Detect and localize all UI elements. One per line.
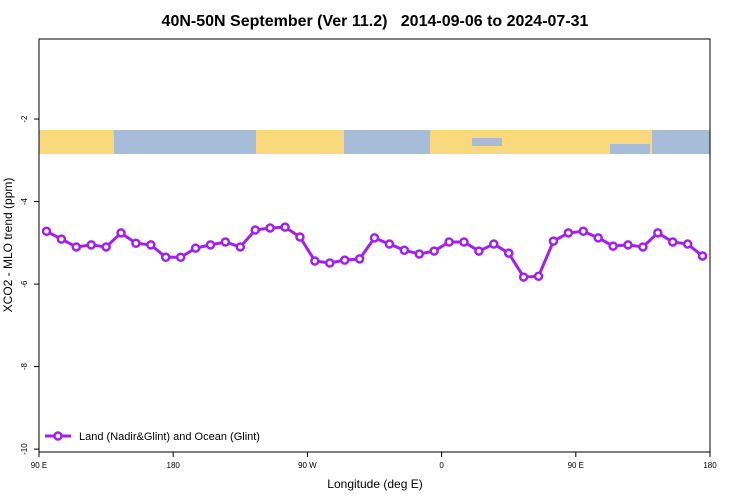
data-point bbox=[310, 256, 320, 266]
data-point bbox=[638, 242, 648, 252]
data-point bbox=[116, 228, 126, 238]
data-point bbox=[682, 239, 693, 249]
data-point bbox=[101, 242, 111, 252]
data-point bbox=[265, 223, 275, 233]
plot-frame bbox=[38, 38, 711, 453]
data-point bbox=[131, 238, 141, 248]
x-tick-label: 180 bbox=[167, 461, 181, 470]
data-point bbox=[503, 248, 514, 258]
data-point bbox=[71, 242, 82, 252]
data-point bbox=[399, 245, 410, 255]
data-point bbox=[220, 237, 231, 247]
data-point bbox=[160, 252, 171, 263]
y-tick-label: -8 bbox=[20, 362, 29, 370]
data-point bbox=[667, 237, 678, 247]
y-tick-label: -2 bbox=[20, 115, 29, 123]
data-point bbox=[41, 226, 52, 237]
data-point bbox=[518, 272, 529, 282]
data-point bbox=[86, 240, 96, 250]
data-point bbox=[175, 252, 186, 263]
data-point bbox=[235, 242, 246, 252]
legend-marker bbox=[53, 431, 63, 441]
data-point bbox=[190, 243, 201, 253]
data-point bbox=[444, 237, 454, 247]
data-point bbox=[384, 239, 395, 249]
x-tick-label: 0 bbox=[439, 461, 444, 470]
y-axis-label: XCO2 - MLO trend (ppm) bbox=[1, 178, 15, 313]
chart-title: 40N-50N September (Ver 11.2) 2014-09-06 … bbox=[162, 13, 589, 30]
data-point bbox=[697, 251, 708, 261]
data-point bbox=[623, 240, 633, 250]
data-point bbox=[474, 246, 484, 256]
x-tick-label: 90 E bbox=[568, 461, 584, 470]
legend-label: Land (Nadir&Glint) and Ocean (Glint) bbox=[79, 431, 260, 443]
data-point bbox=[548, 236, 559, 246]
data-point bbox=[489, 239, 499, 249]
x-axis-label: Longitude (deg E) bbox=[327, 477, 422, 491]
data-point bbox=[414, 249, 424, 259]
data-point bbox=[429, 246, 439, 256]
data-point bbox=[608, 241, 618, 251]
data-point bbox=[459, 237, 469, 247]
y-tick-label: -10 bbox=[20, 443, 29, 455]
data-point bbox=[280, 222, 290, 232]
data-point bbox=[563, 228, 574, 238]
y-tick-label: -4 bbox=[20, 197, 29, 205]
data-point bbox=[250, 225, 260, 235]
map-strip bbox=[39, 130, 710, 154]
y-tick-label: -6 bbox=[20, 280, 29, 288]
data-point bbox=[295, 232, 305, 242]
data-point bbox=[369, 233, 380, 243]
data-point bbox=[593, 233, 603, 243]
x-tick-label: 180 bbox=[703, 461, 717, 470]
data-point bbox=[339, 255, 350, 265]
x-tick-label: 90 E bbox=[31, 461, 47, 470]
data-point bbox=[56, 234, 67, 244]
data-point bbox=[354, 254, 365, 264]
data-point bbox=[205, 240, 216, 250]
data-point bbox=[325, 258, 335, 268]
data-point bbox=[533, 271, 544, 281]
data-point bbox=[653, 228, 663, 238]
data-point bbox=[146, 240, 156, 250]
data-point bbox=[578, 226, 589, 237]
x-tick-label: 90 W bbox=[298, 461, 317, 470]
